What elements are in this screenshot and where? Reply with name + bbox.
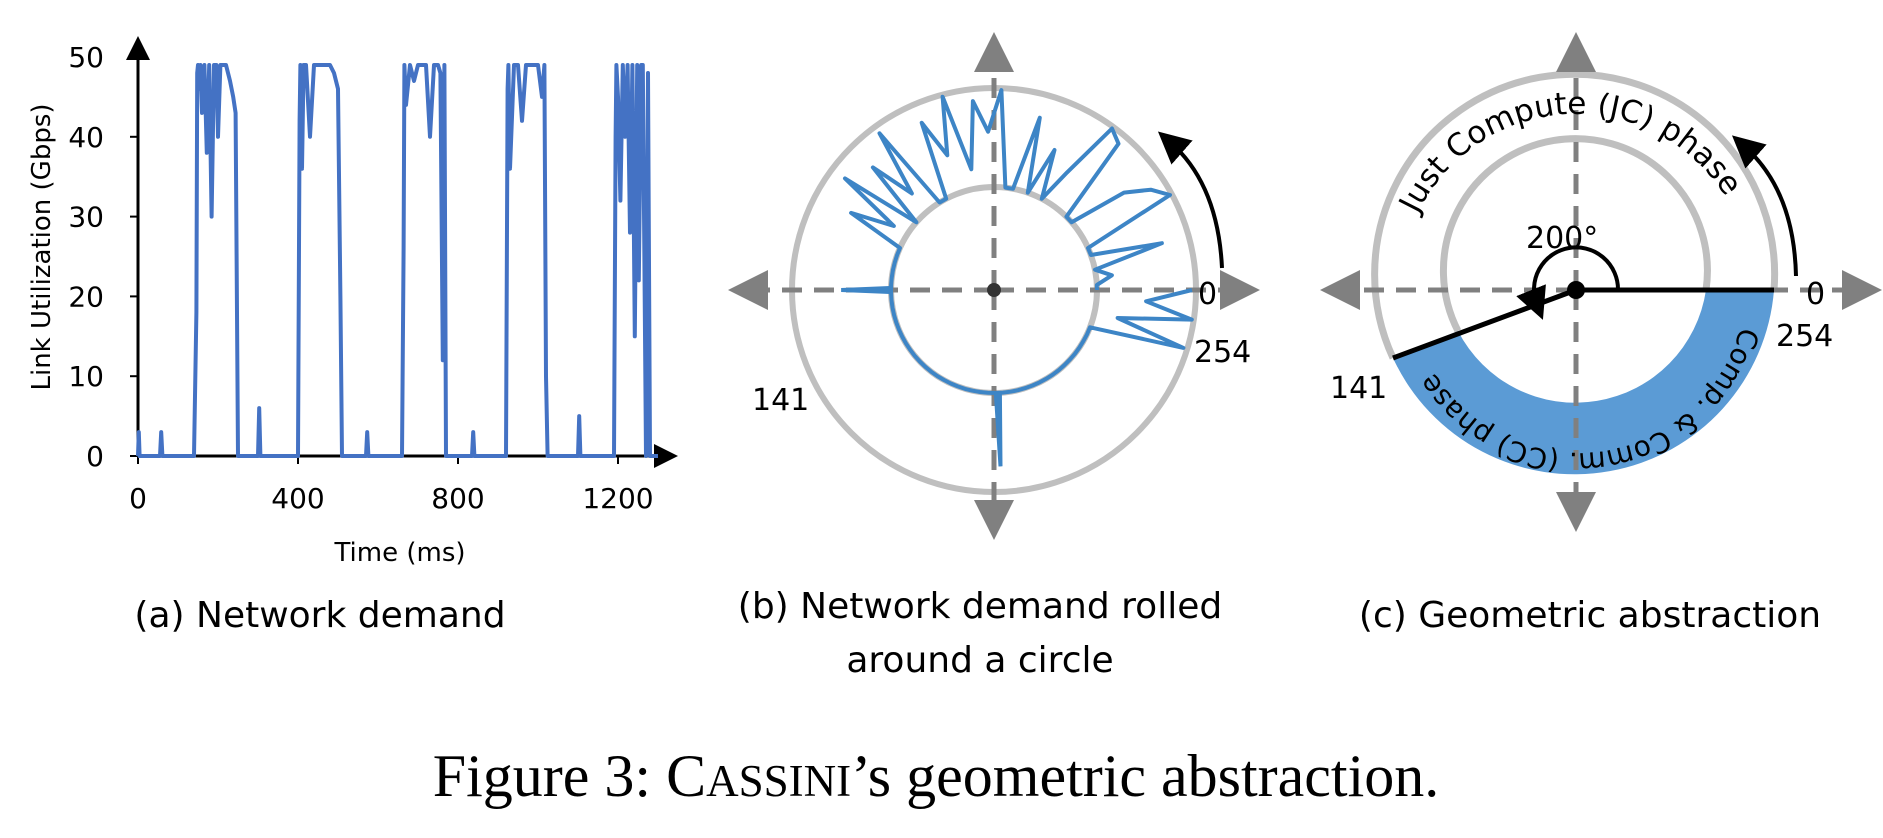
panel-a-x-tick-label: 400 bbox=[271, 482, 324, 515]
panel-a-x-label: Time (ms) bbox=[333, 538, 465, 568]
panel-a-y-label: Link Utilization (Gbps) bbox=[27, 103, 57, 390]
panel-b-rotation-arrow bbox=[1157, 131, 1224, 269]
panel-c-inner-arc bbox=[1439, 135, 1711, 333]
panel-a-y-tick-label: 30 bbox=[68, 201, 104, 234]
panel-c-outer-arc bbox=[1371, 70, 1779, 360]
panel-c-geometric-abstraction: Just Compute (JC) phase Comp. & Comm. (C… bbox=[1320, 32, 1882, 636]
panel-c-center-dot bbox=[1567, 281, 1585, 299]
panel-a-y-tick-label: 10 bbox=[68, 360, 104, 393]
panel-a-y-tick-label: 20 bbox=[68, 280, 104, 313]
panel-b-subtitle-line-1: (b) Network demand rolled bbox=[738, 586, 1222, 627]
panel-b-series-line bbox=[843, 88, 1194, 395]
panel-a-x-tick-label: 800 bbox=[431, 482, 484, 515]
panel-b-angle-label-254: 254 bbox=[1194, 335, 1251, 370]
panel-b-polar-chart: 0 254 141 (b) Network demand rolled arou… bbox=[728, 32, 1260, 681]
panel-c-angle-label-254: 254 bbox=[1776, 319, 1833, 354]
panel-c-angle-label-141: 141 bbox=[1330, 371, 1387, 406]
panel-b-center-dot bbox=[987, 283, 1001, 297]
panel-b-angle-label-0: 0 bbox=[1198, 277, 1217, 312]
panel-b-subtitle-line-2: around a circle bbox=[846, 640, 1113, 681]
panel-c-rotation-arrow bbox=[1731, 135, 1798, 277]
panel-a-line-chart: 0 10 20 30 40 50 0 400 800 1200 Link Utilization… bbox=[27, 36, 678, 636]
panel-a-y-tick-label: 0 bbox=[86, 440, 104, 473]
panel-a-y-tick-label: 40 bbox=[68, 121, 104, 154]
panel-a-x-ticks: 0 400 800 1200 bbox=[129, 456, 654, 515]
panel-b-spike bbox=[841, 285, 892, 295]
panel-c-angle-label-0: 0 bbox=[1806, 277, 1825, 312]
panel-c-subtitle: (c) Geometric abstraction bbox=[1359, 595, 1821, 636]
panel-a-y-tick-label: 50 bbox=[68, 41, 104, 74]
panel-c-angle-annotation: 200° bbox=[1526, 221, 1598, 256]
panel-a-x-tick-label: 0 bbox=[129, 482, 147, 515]
panel-c-angle-arc bbox=[1516, 245, 1621, 320]
panel-a-series-line bbox=[136, 63, 658, 458]
panel-b-angle-label-141: 141 bbox=[752, 383, 809, 418]
panel-b-spike bbox=[993, 392, 1003, 467]
panel-a-subtitle: (a) Network demand bbox=[134, 595, 505, 636]
panel-c-jc-phase-label: Just Compute (JC) phase bbox=[1391, 86, 1749, 220]
panel-a-x-tick-label: 1200 bbox=[582, 482, 653, 515]
panel-c-cc-phase-band bbox=[1393, 290, 1774, 475]
panel-a-y-ticks: 0 10 20 30 40 50 bbox=[68, 41, 138, 473]
panel-c-end-radius bbox=[1392, 287, 1577, 361]
figure-caption: Figure 3: CASSINI’s geometric abstractio… bbox=[433, 743, 1440, 809]
